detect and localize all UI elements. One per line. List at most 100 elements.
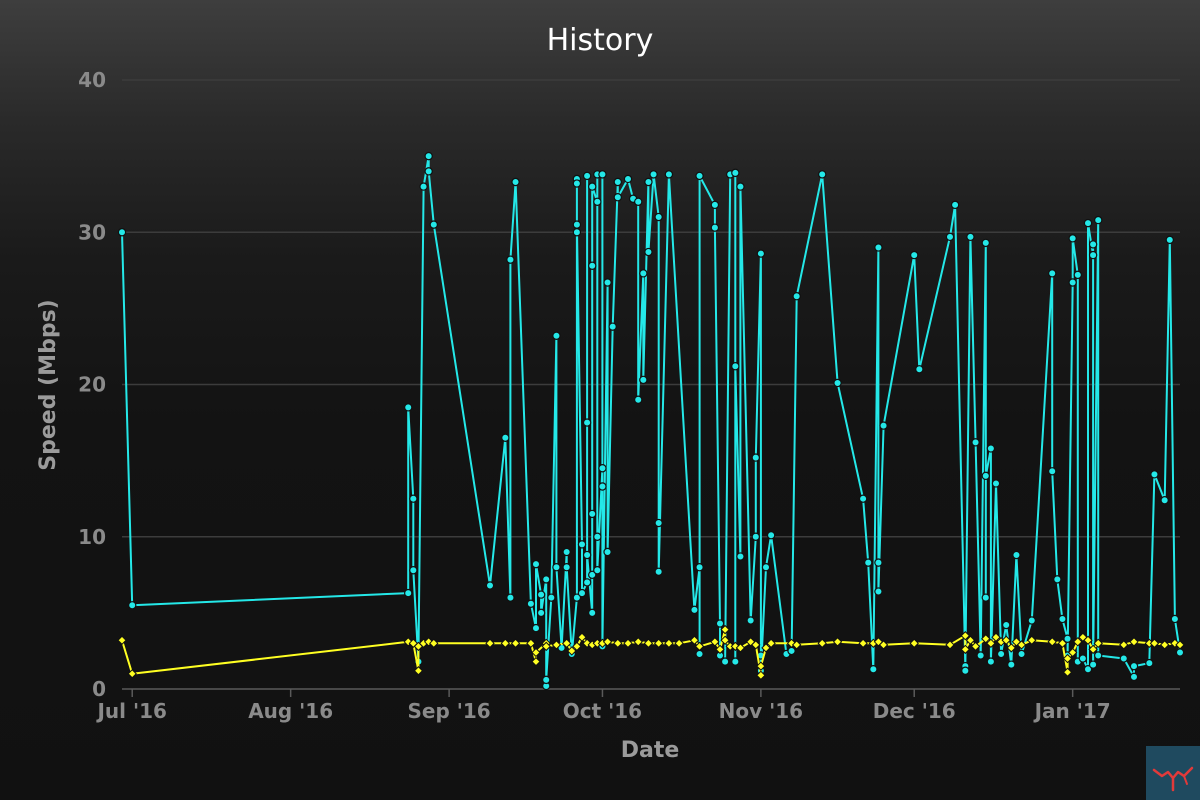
data-point — [510, 638, 521, 649]
data-point — [694, 641, 705, 652]
data-point — [572, 179, 582, 188]
data-point — [603, 547, 612, 557]
data-point — [1063, 634, 1072, 643]
data-point — [731, 362, 740, 371]
x-tick-label: Jul '16 — [95, 699, 166, 723]
data-point — [613, 177, 622, 187]
x-tick-label: Nov '16 — [719, 699, 803, 723]
data-point — [731, 168, 740, 178]
data-point — [761, 563, 771, 572]
data-point — [960, 644, 971, 655]
data-point — [419, 182, 428, 191]
y-tick-label: 0 — [92, 677, 106, 701]
data-point — [613, 193, 622, 202]
data-point — [689, 635, 700, 645]
data-point — [1083, 665, 1093, 674]
data-point — [986, 657, 996, 666]
data-point — [561, 638, 572, 649]
data-point — [1083, 635, 1093, 645]
data-point — [751, 453, 760, 462]
data-point — [981, 238, 990, 248]
data-point — [654, 212, 663, 222]
data-point — [756, 249, 766, 258]
data-point — [1058, 614, 1067, 624]
data-point — [572, 220, 582, 229]
data-point — [1129, 637, 1139, 647]
data-point — [572, 228, 582, 237]
data-point — [756, 670, 766, 681]
data-point — [117, 635, 127, 645]
data-point — [593, 532, 602, 541]
data-point — [986, 444, 996, 453]
data-point — [996, 649, 1006, 659]
data-point — [909, 638, 919, 649]
data-point — [664, 170, 674, 179]
data-point — [991, 632, 1001, 642]
data-point — [536, 590, 546, 599]
data-point — [639, 375, 648, 385]
series-2 — [117, 624, 1185, 681]
brand-logo[interactable] — [1146, 746, 1200, 800]
x-tick-label: Dec '16 — [873, 699, 956, 723]
axes: 0 10 20 30 40 Jul '16 Aug '16 Sep '16 Oct '16 Nov… — [78, 68, 1180, 723]
data-point — [735, 643, 746, 653]
data-point — [654, 518, 663, 528]
data-point — [695, 171, 704, 181]
data-point — [970, 641, 981, 652]
data-point — [429, 220, 438, 229]
data-point — [715, 644, 725, 655]
data-point — [1012, 550, 1021, 560]
data-point — [127, 669, 137, 679]
data-point — [634, 197, 643, 206]
data-point — [966, 232, 975, 242]
y-tick-label: 40 — [78, 68, 106, 92]
data-point — [639, 269, 648, 278]
data-point — [1094, 651, 1103, 660]
data-point — [690, 605, 699, 615]
data-point — [541, 641, 551, 652]
data-point — [674, 638, 684, 649]
data-point — [588, 608, 597, 618]
data-point — [1170, 614, 1180, 624]
data-point — [950, 200, 960, 210]
data-point — [588, 509, 597, 519]
data-point — [644, 177, 653, 187]
chart-title: History — [547, 23, 654, 58]
data-point — [960, 631, 971, 641]
data-point — [506, 593, 515, 602]
data-point — [1016, 640, 1027, 650]
x-tick-label: Oct '16 — [563, 699, 642, 723]
data-point — [1073, 637, 1083, 647]
data-point — [910, 250, 919, 260]
data-point — [874, 558, 883, 567]
data-point — [751, 532, 760, 541]
data-point — [572, 593, 582, 602]
data-point — [664, 638, 674, 649]
data-point — [588, 570, 597, 580]
data-point — [1129, 661, 1139, 671]
data-point — [128, 601, 137, 610]
data-point — [1047, 637, 1057, 647]
data-point — [485, 581, 495, 590]
data-point — [542, 575, 551, 584]
data-point — [413, 666, 424, 676]
data-point — [501, 433, 510, 442]
data-point — [500, 638, 511, 649]
data-point — [598, 464, 607, 473]
data-point — [915, 365, 924, 374]
x-tick-label: Jan '17 — [1033, 699, 1111, 723]
data-point — [1062, 667, 1073, 677]
y-axis-title: Speed (Mbps) — [36, 299, 61, 470]
data-point — [1094, 215, 1103, 225]
data-point — [511, 177, 520, 187]
data-point — [536, 608, 546, 618]
series-1 — [117, 151, 1185, 691]
data-point — [1159, 640, 1170, 650]
data-point — [817, 638, 827, 649]
x-tick-label: Sep '16 — [408, 699, 491, 723]
data-point — [710, 223, 720, 232]
data-point — [766, 638, 776, 649]
data-point — [1017, 649, 1026, 659]
data-point — [582, 550, 592, 560]
series-layer — [117, 151, 1185, 691]
